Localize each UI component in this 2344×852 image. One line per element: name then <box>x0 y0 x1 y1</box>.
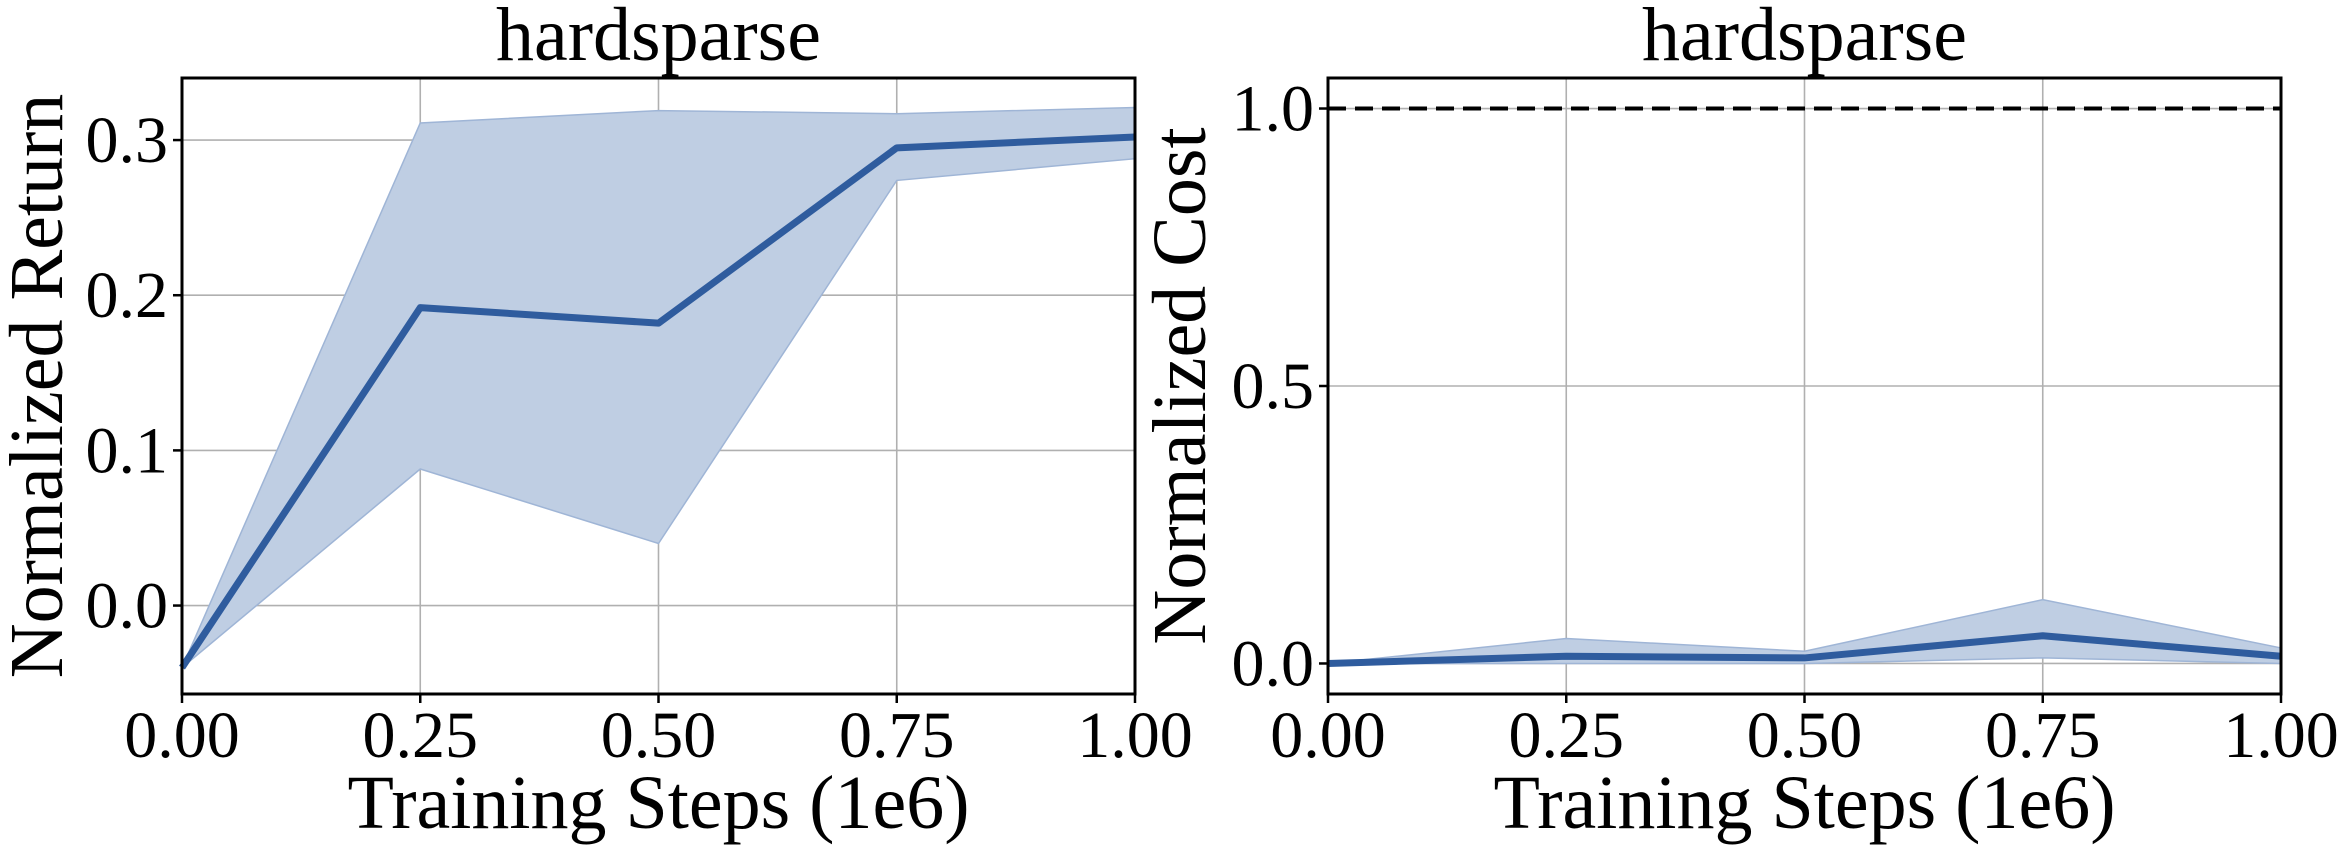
mean-line <box>179 133 1136 670</box>
x-tick-label: 0.75 <box>1985 699 2101 772</box>
y-tick-label: 0.3 <box>86 104 169 177</box>
y-tick-label: 0.0 <box>86 570 169 643</box>
y-axis-label: Normalized Return <box>0 94 79 679</box>
y-tick-label: 1.0 <box>1232 73 1315 146</box>
x-tick-label: 0.00 <box>1270 699 1386 772</box>
x-tick-label: 1.00 <box>1077 699 1193 772</box>
mean-line <box>1327 632 2282 667</box>
panel-cost: 0.00 0.25 0.50 0.75 1.00 0.0 0.5 1.0 hardsparse T… <box>1138 0 2339 845</box>
x-tick-label: 0.50 <box>1747 699 1863 772</box>
panel-return: 0.00 0.25 0.50 0.75 1.00 0.0 0.1 0.2 0.3 hardspar… <box>0 0 1193 845</box>
x-tick-label: 0.75 <box>839 699 955 772</box>
x-axis-label: Training Steps (1e6) <box>1493 761 2115 845</box>
x-tick-label: 0.25 <box>1509 699 1625 772</box>
y-tick-label: 0.5 <box>1232 350 1315 423</box>
y-tick-label: 0.0 <box>1232 627 1315 700</box>
y-tick-label: 0.1 <box>86 414 169 487</box>
x-tick-label: 1.00 <box>2223 699 2339 772</box>
chart-title: hardsparse <box>496 0 821 77</box>
y-axis-label: Normalized Cost <box>1138 127 1222 644</box>
x-tick-label: 0.50 <box>601 699 717 772</box>
x-axis-label: Training Steps (1e6) <box>347 761 969 845</box>
x-tick-label: 0.25 <box>363 699 479 772</box>
x-tick-label: 0.00 <box>124 699 240 772</box>
y-tick-label: 0.2 <box>86 259 169 332</box>
chart-title: hardsparse <box>1642 0 1967 77</box>
